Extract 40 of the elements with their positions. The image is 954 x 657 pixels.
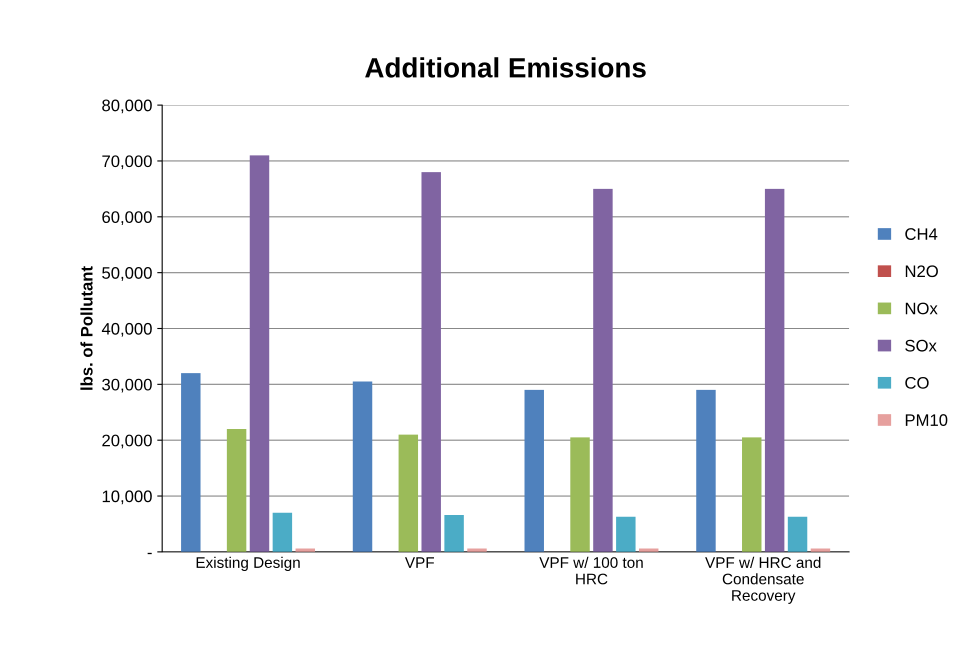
x-tick-label: VPF w/ HRC and Condensate Recovery bbox=[705, 556, 820, 604]
legend-label: CO bbox=[905, 376, 929, 389]
y-tick-label: 30,000 bbox=[102, 378, 152, 393]
bar bbox=[742, 437, 762, 552]
y-tick-label: 70,000 bbox=[102, 155, 152, 170]
x-tick-label: VPF w/ 100 ton HRC bbox=[539, 556, 643, 584]
bar bbox=[181, 373, 201, 552]
bar bbox=[788, 516, 808, 552]
bar bbox=[352, 382, 372, 552]
bar bbox=[398, 434, 418, 552]
bar bbox=[250, 155, 270, 552]
y-tick-label: 10,000 bbox=[102, 490, 152, 504]
legend-label: NOx bbox=[906, 302, 938, 314]
y-tick-label: 20,000 bbox=[102, 434, 152, 448]
bar bbox=[764, 188, 784, 552]
x-tick-label: Existing Design bbox=[196, 556, 300, 571]
legend-label: PM10 bbox=[906, 414, 948, 426]
x-tick-label: VPF bbox=[404, 557, 434, 568]
legend-label: SOx bbox=[905, 340, 937, 352]
bar bbox=[570, 437, 590, 552]
legend-label: CH4 bbox=[905, 228, 938, 240]
bar bbox=[638, 548, 658, 552]
bar bbox=[296, 548, 316, 552]
bar bbox=[616, 516, 636, 552]
bar bbox=[524, 390, 544, 552]
y-tick-label: 80,000 bbox=[102, 100, 152, 114]
bar bbox=[810, 548, 830, 552]
chart-title: Additional Emissions bbox=[365, 57, 646, 78]
bar bbox=[226, 429, 246, 552]
y-tick-label: 60,000 bbox=[102, 211, 152, 225]
bar bbox=[593, 188, 613, 552]
bar bbox=[421, 172, 441, 552]
legend-label: N2O bbox=[906, 265, 938, 278]
bar bbox=[444, 515, 464, 552]
bar bbox=[696, 390, 716, 552]
y-tick-label: 50,000 bbox=[102, 267, 152, 281]
bar bbox=[272, 512, 292, 552]
y-axis-title: lbs. of Pollutant bbox=[80, 266, 93, 390]
y-tick-label: - bbox=[148, 552, 152, 554]
y-tick-label: 40,000 bbox=[102, 322, 152, 337]
